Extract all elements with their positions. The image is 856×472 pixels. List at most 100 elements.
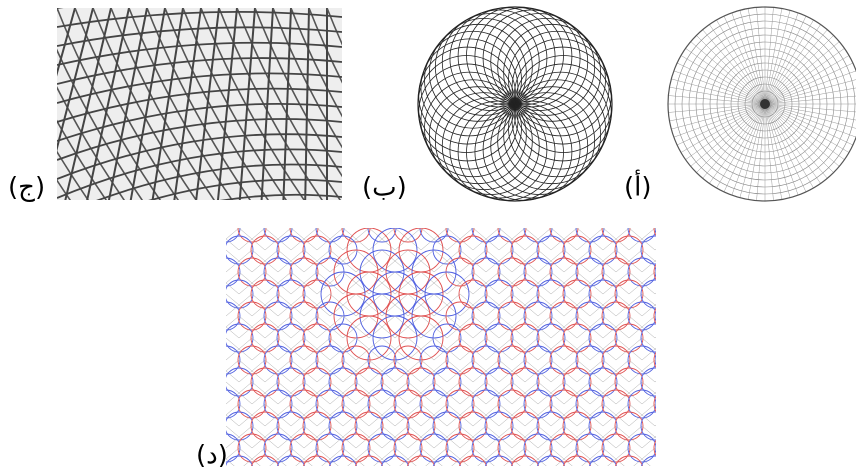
- packing-circle: [276, 323, 306, 353]
- packing-line: [269, 447, 292, 466]
- packing-circle: [536, 323, 566, 353]
- packing-circle: [614, 279, 644, 309]
- packing-circle: [445, 389, 475, 419]
- polar-ray: [756, 103, 766, 201]
- packing-circle: [302, 235, 332, 265]
- packing-circle: [380, 411, 410, 441]
- rosette-circle: [497, 17, 596, 116]
- packing-line: [264, 315, 292, 339]
- polar-ray: [690, 103, 766, 167]
- packing-circle: [549, 257, 579, 287]
- packing-circle: [445, 301, 475, 331]
- packing-line: [425, 447, 448, 466]
- packing-line: [433, 249, 461, 273]
- packing-circle: [497, 389, 527, 419]
- packing-line: [347, 447, 370, 466]
- packing-line: [420, 359, 448, 383]
- label-a: (أ): [624, 169, 652, 203]
- packing-line: [251, 381, 279, 405]
- packing-circle: [549, 301, 579, 331]
- polar-ray: [764, 35, 834, 105]
- packing-line: [654, 292, 656, 295]
- packing-line: [511, 381, 539, 405]
- polar-ray: [671, 78, 766, 105]
- packing-circle: [289, 433, 319, 463]
- packing-circle: [471, 301, 501, 331]
- packing-line: [654, 447, 656, 450]
- packing-line: [459, 293, 487, 317]
- packing-line: [615, 337, 643, 361]
- label-d: (د): [196, 441, 228, 471]
- polar-ray: [764, 62, 854, 105]
- packing-line: [602, 228, 630, 251]
- packing-circle: [523, 345, 553, 375]
- polar-ray: [673, 70, 766, 105]
- mesh-bar: [57, 148, 342, 199]
- packing-line: [529, 447, 552, 466]
- packing-circle: [523, 433, 553, 463]
- packing-line: [576, 359, 604, 383]
- mesh-bar: [151, 8, 184, 200]
- mesh-bar: [195, 8, 220, 200]
- packing-circle: [562, 323, 592, 353]
- packing-circle: [510, 235, 540, 265]
- mesh-bar: [57, 118, 342, 161]
- packing-circle: [640, 411, 656, 441]
- packing-line: [226, 228, 240, 240]
- packing-circle: [627, 301, 656, 331]
- packing-line: [602, 403, 630, 427]
- packing-circle: [341, 433, 371, 463]
- packing-circle: [263, 301, 293, 331]
- polar-ray: [764, 103, 840, 167]
- packing-circle: [484, 323, 514, 353]
- packing-line: [251, 249, 279, 273]
- packing-line: [238, 403, 266, 427]
- polar-ray: [764, 55, 850, 105]
- packing-line: [238, 315, 266, 339]
- rosette-circle: [490, 13, 589, 111]
- packing-circle: [653, 307, 656, 325]
- packing-line: [654, 271, 656, 274]
- packing-line: [615, 293, 643, 317]
- packing-line: [550, 271, 578, 295]
- packing-line: [316, 315, 344, 339]
- packing-circle: [549, 433, 579, 463]
- packing-circle: [226, 323, 254, 353]
- packing-line: [633, 447, 656, 466]
- mesh-bar: [254, 8, 342, 178]
- polar-ray: [690, 41, 766, 105]
- packing-circle: [471, 345, 501, 375]
- packing-line: [615, 425, 643, 449]
- packing-line: [537, 425, 565, 449]
- packing-circle: [315, 389, 345, 419]
- packing-line: [615, 381, 643, 405]
- packing-circle: [237, 301, 267, 331]
- packing-line: [446, 228, 474, 251]
- polar-ray: [764, 78, 856, 105]
- packing-circle: [289, 345, 319, 375]
- packing-line: [407, 425, 435, 449]
- packing-line: [277, 293, 305, 317]
- packing-line: [226, 249, 253, 273]
- polar-ray: [731, 12, 766, 105]
- packing-circle: [549, 228, 579, 243]
- packing-line: [433, 293, 461, 317]
- mesh-bar: [57, 87, 342, 123]
- packing-circle: [381, 455, 409, 466]
- packing-line: [226, 447, 240, 460]
- packing-circle: [432, 411, 462, 441]
- polar-ray: [739, 103, 766, 198]
- mesh-bar: [57, 41, 342, 66]
- packing-circle: [237, 433, 267, 463]
- mesh-bar: [92, 8, 198, 200]
- packing-circle: [536, 367, 566, 397]
- mesh-bar: [57, 8, 76, 78]
- packing-circle: [263, 433, 293, 463]
- packing-circle: [510, 411, 540, 441]
- packing-line: [498, 315, 526, 339]
- packing-circle: [537, 455, 565, 466]
- packing-line: [459, 249, 487, 273]
- packing-line: [394, 403, 422, 427]
- packing-line: [290, 403, 318, 427]
- packing-line: [459, 381, 487, 405]
